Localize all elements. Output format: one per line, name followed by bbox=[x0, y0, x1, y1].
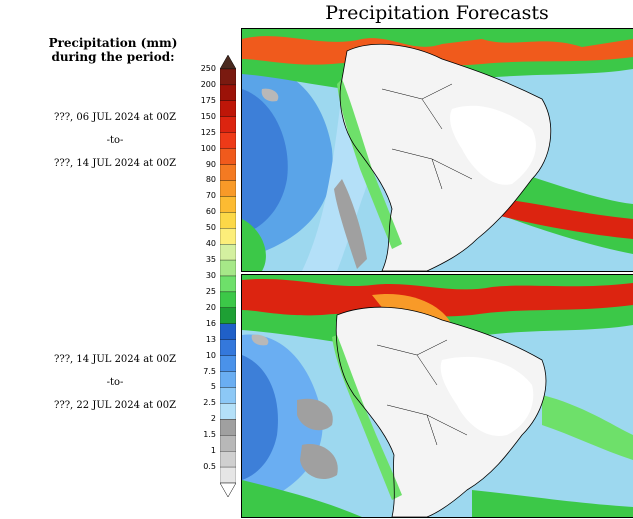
color-scale-top-cap bbox=[220, 55, 236, 70]
color-scale-bar bbox=[220, 55, 236, 497]
color-scale-swatch bbox=[220, 68, 236, 86]
color-scale-swatch bbox=[220, 419, 236, 436]
color-scale-swatch bbox=[220, 387, 236, 404]
color-scale-label: 25 bbox=[205, 286, 216, 296]
color-scale-label: 7.5 bbox=[203, 366, 216, 376]
color-scale-label: 16 bbox=[205, 318, 216, 328]
color-scale-swatch bbox=[220, 291, 236, 308]
color-scale-swatch bbox=[220, 435, 236, 452]
color-scale-swatch bbox=[220, 371, 236, 388]
color-scale-label: 0.5 bbox=[203, 462, 216, 472]
color-scale-swatch bbox=[220, 244, 236, 261]
color-scale-swatch bbox=[220, 403, 236, 420]
period-2-separator: -to- bbox=[106, 377, 124, 388]
color-scale-swatch bbox=[220, 339, 236, 356]
color-scale-label: 40 bbox=[205, 239, 216, 249]
color-scale-swatch bbox=[220, 307, 236, 324]
color-scale-label: 80 bbox=[205, 175, 216, 185]
period-2-label: ???, 14 JUL 2024 at 00Z -to- ???, 22 JUL… bbox=[20, 354, 210, 423]
color-scale-label: 90 bbox=[205, 159, 216, 169]
color-scale-swatch bbox=[220, 355, 236, 372]
color-scale-swatch bbox=[220, 259, 236, 277]
color-scale-label: 100 bbox=[200, 143, 216, 153]
precipitation-map-1 bbox=[242, 29, 633, 271]
color-scale-swatch bbox=[220, 466, 236, 484]
color-scale-label: 175 bbox=[200, 95, 216, 105]
figure-title: Precipitation Forecasts bbox=[325, 2, 549, 24]
period-2-start: ???, 14 JUL 2024 at 00Z bbox=[53, 354, 177, 365]
color-scale-swatch bbox=[220, 164, 236, 181]
legend-title-line2: during the period: bbox=[51, 50, 175, 64]
forecast-map-period-2 bbox=[241, 274, 633, 518]
color-scale-swatch bbox=[220, 116, 236, 133]
color-scale-label: 1 bbox=[210, 446, 216, 456]
color-scale-label: 5 bbox=[210, 382, 216, 392]
color-scale-label: 2.5 bbox=[203, 398, 216, 408]
color-scale-label: 70 bbox=[205, 191, 216, 201]
color-scale-label: 125 bbox=[200, 127, 216, 137]
color-scale-label: 13 bbox=[205, 334, 216, 344]
forecast-map-period-1 bbox=[241, 28, 633, 272]
color-scale-label: 10 bbox=[205, 350, 216, 360]
color-scale-swatch bbox=[220, 148, 236, 165]
color-scale-label: 60 bbox=[205, 207, 216, 217]
color-scale-swatch bbox=[220, 180, 236, 197]
color-scale-swatch bbox=[220, 212, 236, 229]
color-scale-bottom-cap bbox=[220, 482, 236, 497]
period-1-start: ???, 06 JUL 2024 at 00Z bbox=[53, 112, 177, 123]
color-scale-swatch bbox=[220, 196, 236, 213]
color-scale-swatch bbox=[220, 132, 236, 149]
color-scale-swatch bbox=[220, 323, 236, 340]
color-scale-swatch bbox=[220, 228, 236, 245]
color-scale-label: 2 bbox=[210, 414, 216, 424]
color-scale-label: 35 bbox=[205, 255, 216, 265]
color-scale-label: 20 bbox=[205, 302, 216, 312]
color-scale-swatch bbox=[220, 451, 236, 468]
period-2-end: ???, 22 JUL 2024 at 00Z bbox=[53, 400, 177, 411]
period-1-end: ???, 14 JUL 2024 at 00Z bbox=[53, 158, 177, 169]
color-scale-swatch bbox=[220, 84, 236, 101]
color-scale-label: 200 bbox=[200, 79, 216, 89]
color-scale-label: 150 bbox=[200, 111, 216, 121]
color-scale-label: 50 bbox=[205, 223, 216, 233]
period-1-separator: -to- bbox=[106, 135, 124, 146]
color-scale-label: 250 bbox=[200, 64, 216, 73]
color-scale-swatch bbox=[220, 275, 236, 293]
legend-title: Precipitation (mm) during the period: bbox=[38, 36, 188, 64]
color-scale-swatch bbox=[220, 100, 236, 117]
period-1-label: ???, 06 JUL 2024 at 00Z -to- ???, 14 JUL… bbox=[20, 112, 210, 181]
color-scale-label: 1.5 bbox=[203, 430, 216, 440]
legend-title-line1: Precipitation (mm) bbox=[48, 36, 178, 50]
precipitation-map-2 bbox=[242, 275, 633, 517]
color-scale-label: 30 bbox=[205, 271, 216, 280]
